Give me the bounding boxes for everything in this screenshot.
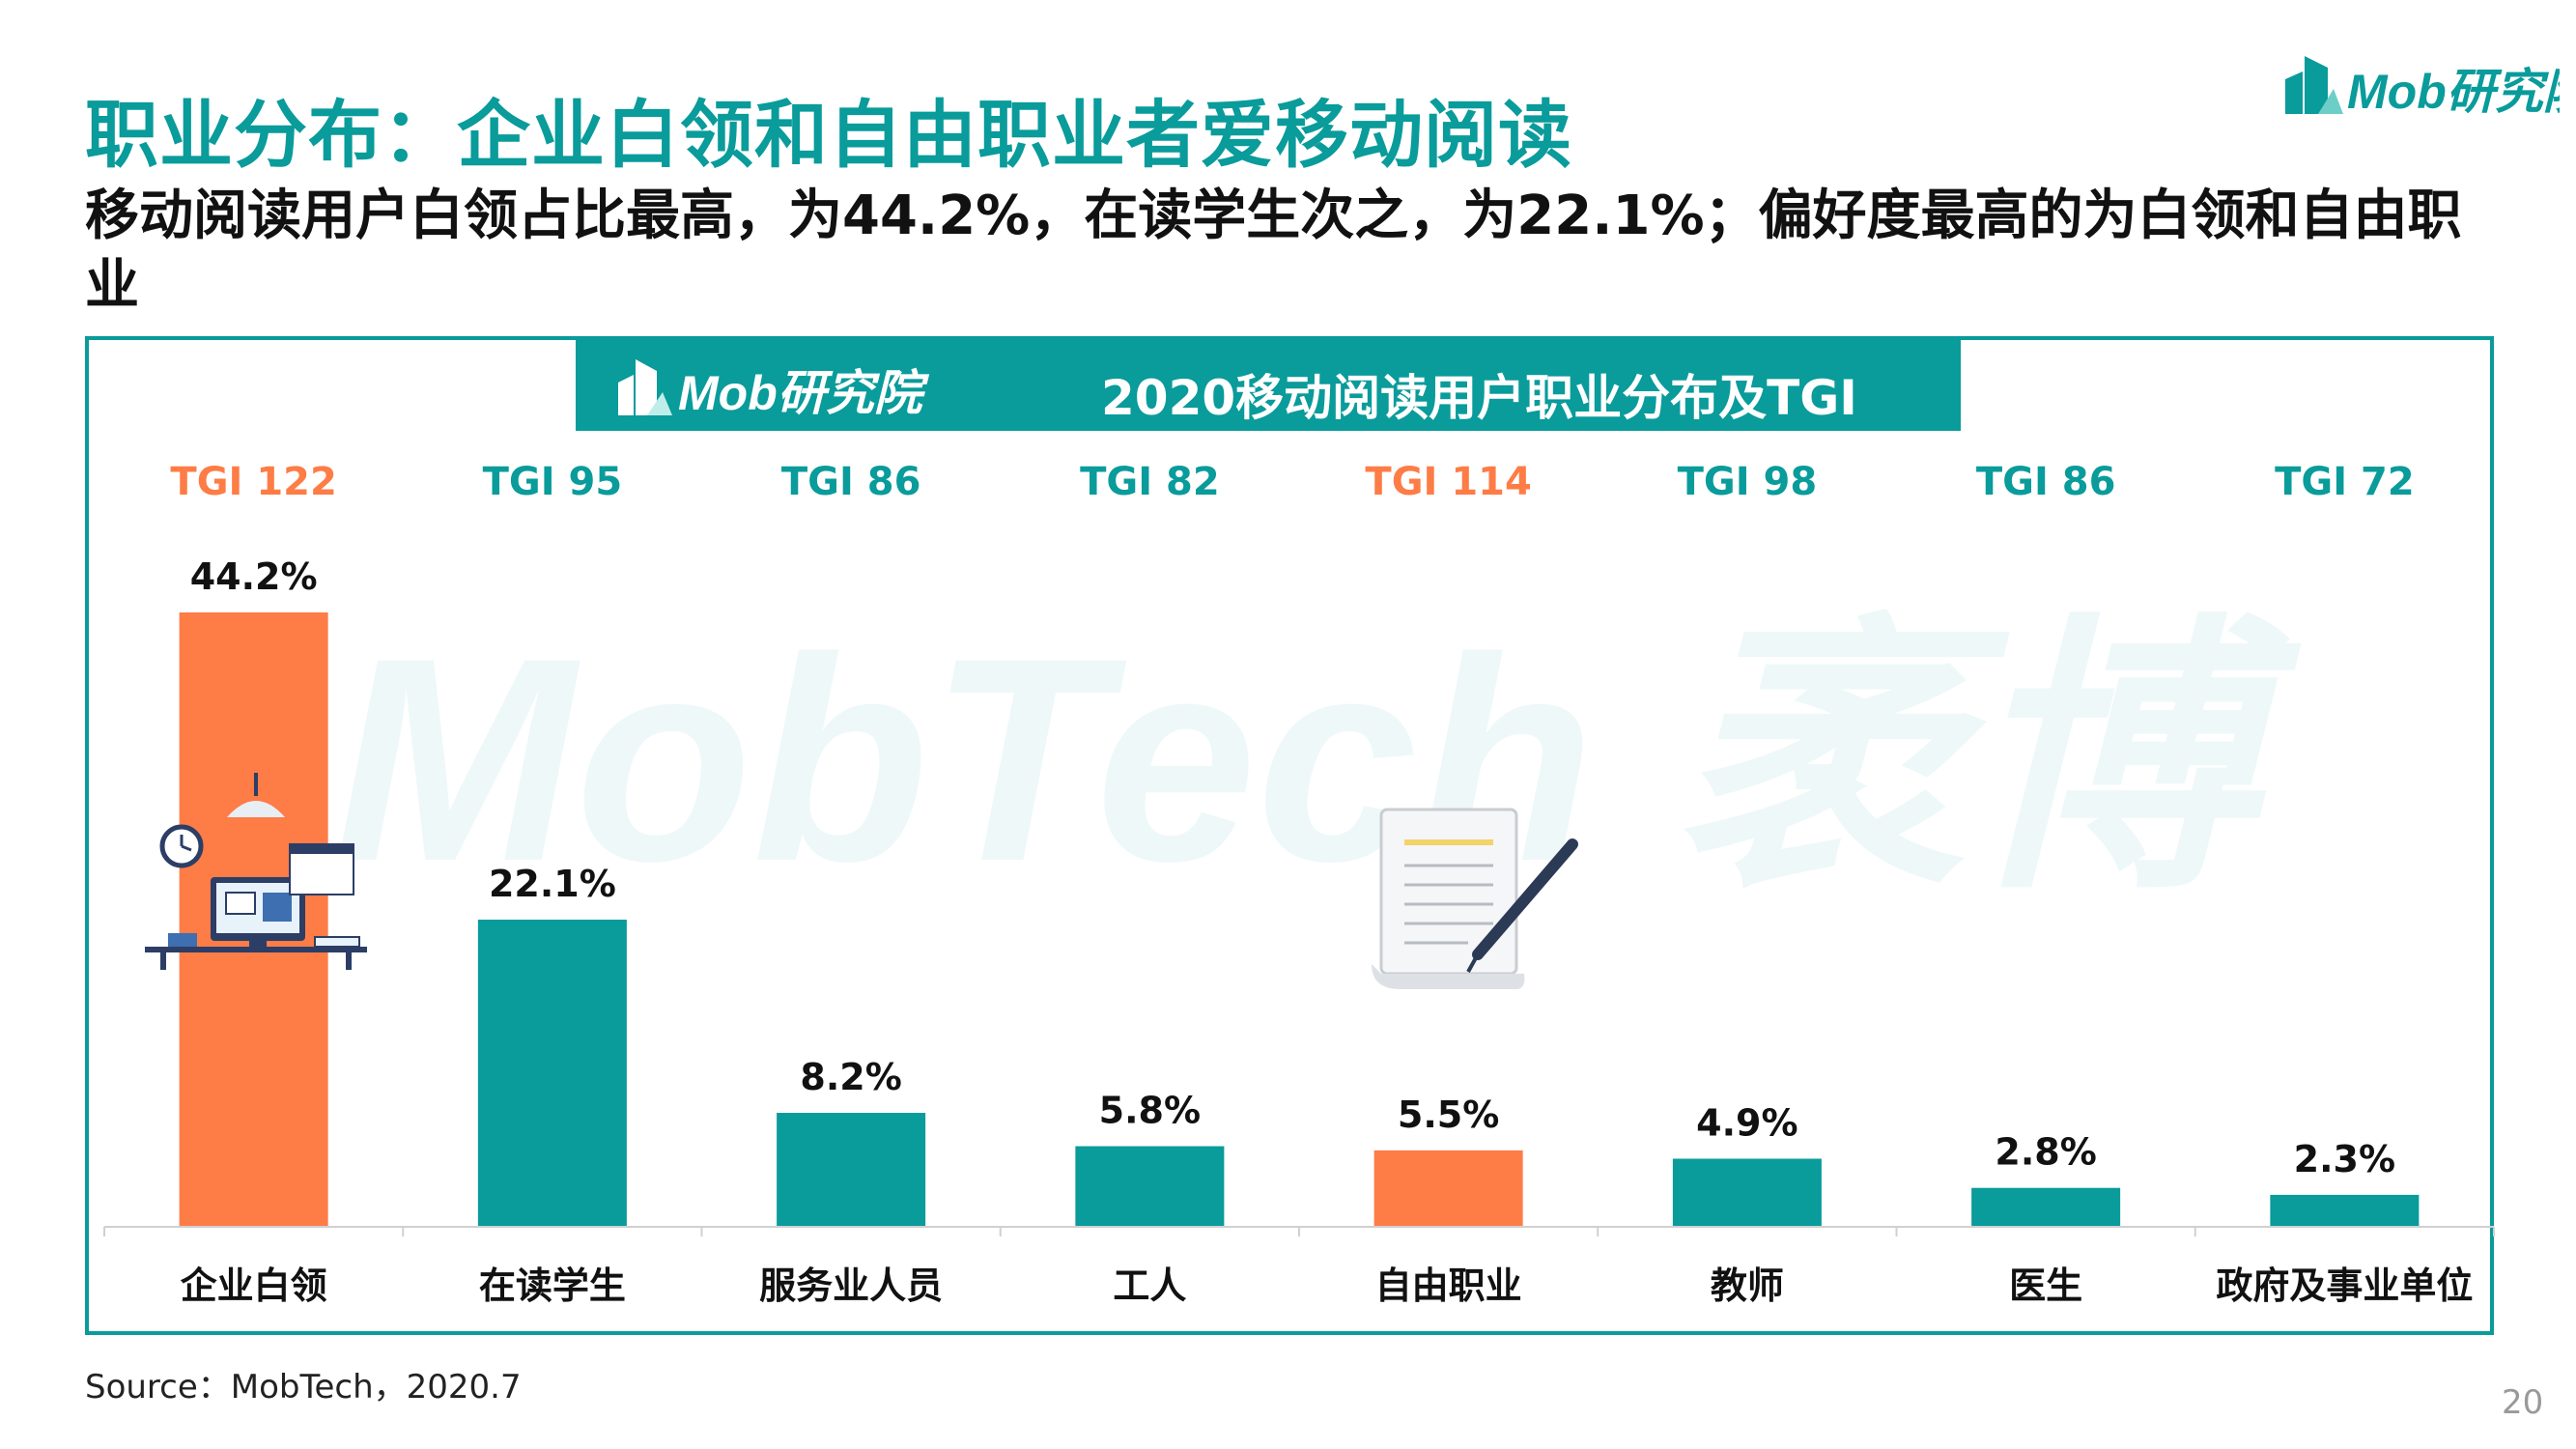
value-label: 44.2% (190, 555, 318, 598)
value-label: 22.1% (489, 863, 616, 905)
tgi-label: TGI 86 (1976, 460, 2116, 504)
tgi-label: TGI 95 (483, 460, 623, 504)
bar-4 (1075, 1147, 1224, 1227)
value-label: 8.2% (800, 1056, 901, 1098)
bar-6 (1673, 1158, 1822, 1227)
category-label: 服务业人员 (759, 1264, 943, 1307)
page-number: 20 (2502, 1383, 2543, 1422)
category-label: 在读学生 (479, 1264, 626, 1307)
bar-8 (2270, 1195, 2419, 1227)
bar-2 (478, 920, 627, 1227)
category-label: 工人 (1113, 1264, 1186, 1307)
value-label: 5.5% (1398, 1094, 1499, 1136)
value-label: 2.3% (2294, 1138, 2395, 1180)
category-label: 自由职业 (1375, 1264, 1522, 1307)
tgi-label: TGI 122 (170, 460, 336, 504)
bar-3 (777, 1113, 925, 1227)
tgi-label: TGI 98 (1678, 460, 1818, 504)
tgi-label: TGI 82 (1080, 460, 1220, 504)
category-label: 政府及事业单位 (2216, 1264, 2473, 1307)
category-label: 医生 (2009, 1264, 2082, 1307)
bar-7 (1971, 1188, 2120, 1227)
source-note: Source：MobTech，2020.7 (85, 1360, 522, 1407)
tgi-label: TGI 72 (2275, 460, 2415, 504)
tgi-label: TGI 86 (781, 460, 921, 504)
bar-5 (1374, 1151, 1523, 1227)
category-label: 教师 (1711, 1264, 1784, 1307)
value-label: 4.9% (1696, 1101, 1798, 1144)
tgi-label: TGI 114 (1365, 460, 1531, 504)
category-label: 企业白领 (181, 1264, 327, 1307)
watermark: MobTech 袤博 (334, 597, 2305, 922)
value-label: 2.8% (1995, 1131, 2096, 1174)
value-label: 5.8% (1099, 1090, 1201, 1132)
